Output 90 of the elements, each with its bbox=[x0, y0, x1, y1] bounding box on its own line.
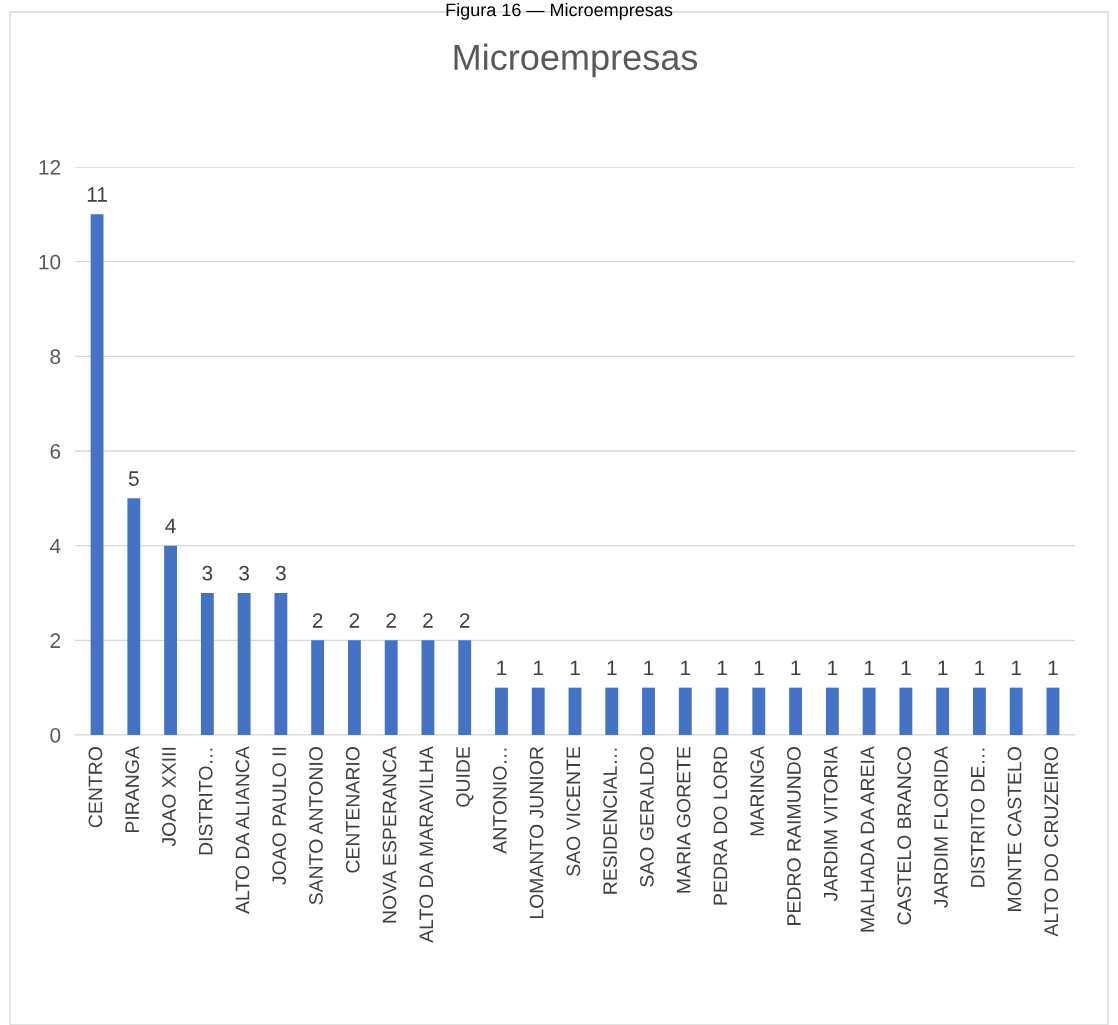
x-tick-label: MARIA GORETE bbox=[676, 746, 691, 893]
data-label: 2 bbox=[386, 613, 396, 628]
data-label: 3 bbox=[275, 565, 286, 581]
y-tick-label: 4 bbox=[50, 538, 61, 554]
x-tick-label: JARDIM FLORIDA bbox=[934, 746, 948, 908]
data-label: 1 bbox=[938, 660, 948, 676]
bar bbox=[531, 687, 545, 735]
data-label: 1 bbox=[901, 660, 911, 676]
x-tick-label: JOAO PAULO II bbox=[272, 747, 287, 885]
data-label: 1 bbox=[681, 660, 691, 676]
data-label: 2 bbox=[312, 613, 323, 628]
y-tick-label: 6 bbox=[50, 444, 61, 459]
data-label: 2 bbox=[349, 613, 360, 628]
data-label: 2 bbox=[423, 613, 433, 628]
data-label: 1 bbox=[570, 660, 580, 676]
bar bbox=[789, 687, 803, 735]
data-label: 1 bbox=[1048, 660, 1058, 676]
bar bbox=[678, 687, 692, 735]
data-label: 1 bbox=[717, 660, 727, 676]
bar bbox=[752, 687, 766, 735]
data-label: 1 bbox=[1011, 660, 1021, 676]
bar bbox=[127, 498, 141, 735]
x-tick-label: SAO VICENTE bbox=[566, 746, 581, 876]
x-tick-label: PIRANGA bbox=[125, 746, 140, 833]
y-tick-label: 12 bbox=[39, 160, 61, 175]
bar bbox=[347, 640, 361, 735]
x-tick-label: PEDRO RAIMUNDO bbox=[787, 747, 801, 925]
data-label: 3 bbox=[239, 565, 249, 581]
data-label: 1 bbox=[975, 660, 985, 676]
data-label: 2 bbox=[459, 613, 470, 628]
x-tick-label: DISTRITO DE… bbox=[970, 748, 985, 887]
y-tick-label: 8 bbox=[50, 349, 61, 365]
bar bbox=[862, 687, 876, 735]
data-label: 4 bbox=[165, 518, 176, 534]
bar bbox=[1009, 687, 1023, 735]
bar bbox=[421, 640, 435, 735]
data-label: 1 bbox=[754, 660, 764, 676]
x-tick-label: SAO GERALDO bbox=[639, 747, 654, 887]
y-tick-label: 10 bbox=[39, 254, 61, 270]
data-label: 11 bbox=[87, 187, 107, 202]
x-tick-label: JOAO XXIII bbox=[162, 747, 176, 847]
chart-title: Microempresas bbox=[454, 43, 698, 78]
bar bbox=[642, 687, 655, 735]
bar bbox=[825, 687, 839, 735]
bar bbox=[495, 687, 508, 735]
data-label: 1 bbox=[644, 660, 654, 676]
bar bbox=[90, 214, 104, 735]
bar bbox=[384, 640, 398, 735]
bar bbox=[200, 593, 214, 735]
bar bbox=[458, 640, 472, 735]
x-tick-label: JARDIM VITORIA bbox=[823, 746, 838, 902]
bar bbox=[1046, 687, 1060, 735]
x-tick-label: ALTO DA MARAVILHA bbox=[419, 746, 434, 943]
x-tick-label: MALHADA DA AREIA bbox=[860, 746, 875, 932]
bar bbox=[936, 687, 950, 735]
bar bbox=[237, 593, 251, 735]
bar bbox=[311, 640, 325, 735]
y-tick-label: 0 bbox=[50, 728, 61, 743]
bar bbox=[274, 593, 288, 735]
bar bbox=[568, 687, 582, 735]
data-label: 1 bbox=[828, 660, 838, 676]
x-tick-label: DISTRITO… bbox=[198, 748, 213, 855]
x-tick-label: CENTRO bbox=[88, 747, 103, 828]
x-tick-label: LOMANTO JUNIOR bbox=[529, 747, 544, 919]
data-label: 3 bbox=[202, 565, 213, 581]
bar bbox=[972, 687, 986, 735]
x-tick-label: RESIDENCIAL… bbox=[603, 748, 617, 894]
data-label: 1 bbox=[497, 660, 507, 676]
x-tick-label: ALTO DA ALIANCA bbox=[235, 746, 250, 914]
data-label: 5 bbox=[128, 471, 139, 486]
bar bbox=[164, 545, 178, 735]
text: Figura 16 — Microempresas bbox=[446, 3, 673, 20]
bar bbox=[899, 687, 913, 735]
x-tick-label: ANTONIO… bbox=[492, 748, 507, 854]
x-tick-label: NOVA ESPERANCA bbox=[382, 746, 397, 923]
bar bbox=[715, 687, 729, 735]
data-label: 1 bbox=[864, 660, 874, 676]
x-tick-label: PEDRA DO LORD bbox=[713, 747, 728, 905]
x-tick-label: SANTO ANTONIO bbox=[309, 747, 323, 905]
x-tick-label: CENTENARIO bbox=[345, 747, 360, 873]
data-label: 1 bbox=[791, 660, 801, 676]
x-tick-label: MARINGA bbox=[750, 746, 765, 836]
y-tick-label: 2 bbox=[50, 633, 61, 648]
bar bbox=[605, 687, 619, 735]
x-tick-label: ALTO DO CRUZEIRO bbox=[1044, 747, 1059, 937]
data-label: 1 bbox=[607, 660, 617, 676]
x-tick-label: MONTE CASTELO bbox=[1007, 747, 1022, 911]
x-tick-label: QUIDE bbox=[456, 746, 474, 807]
data-label: 1 bbox=[534, 660, 544, 676]
x-tick-label: CASTELO BRANCO bbox=[897, 747, 912, 925]
